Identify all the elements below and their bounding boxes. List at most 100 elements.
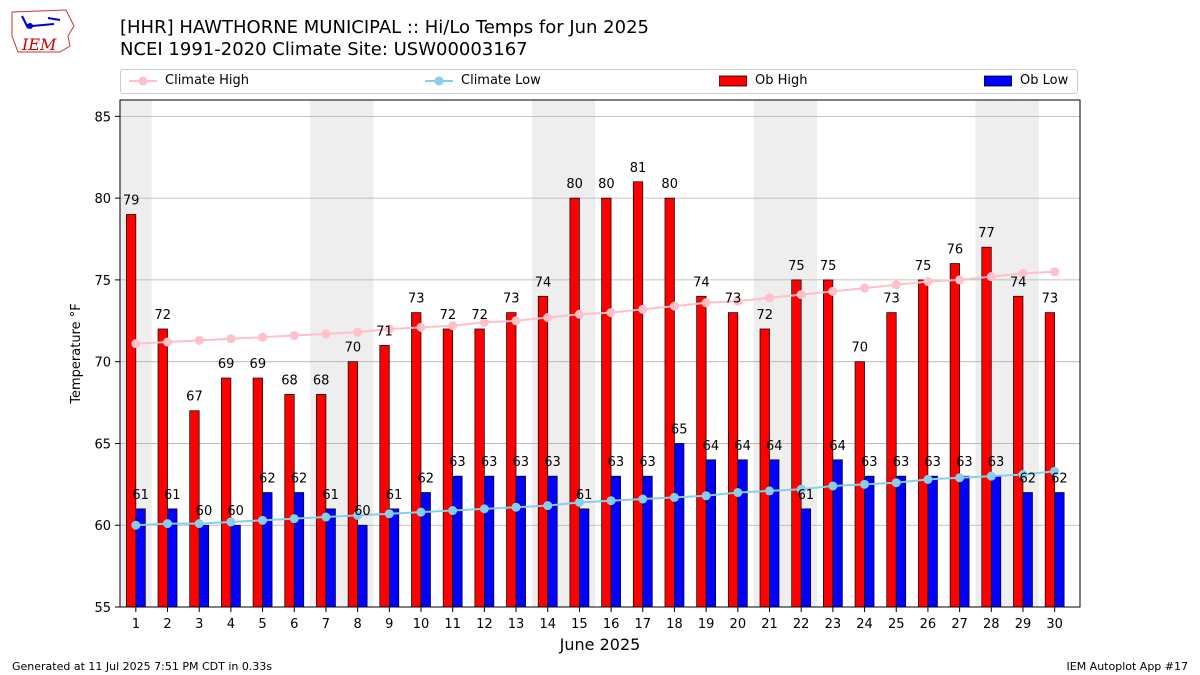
ob-high-bar [221, 377, 232, 608]
ob-high-bar [601, 197, 612, 608]
y-tick-label: 55 [94, 601, 111, 616]
ob-high-label: 73 [1042, 292, 1059, 307]
ob-low-label: 62 [1019, 472, 1036, 487]
ob-high-label: 80 [661, 177, 678, 192]
climate-low-point [1018, 470, 1028, 480]
ob-low-label: 60 [196, 504, 213, 519]
ob-high-label: 72 [154, 308, 171, 323]
y-tick-label: 60 [94, 519, 111, 534]
ob-low-bar [927, 475, 938, 608]
ob-high-label: 72 [471, 308, 488, 323]
climate-high-point [258, 332, 268, 342]
x-tick-label: 6 [290, 617, 298, 632]
climate-high-point [986, 272, 996, 282]
x-tick-label: 27 [951, 617, 968, 632]
x-tick-label: 10 [413, 617, 430, 632]
footer-generated: Generated at 11 Jul 2025 7:51 PM CDT in … [12, 660, 273, 673]
climate-low-point [574, 497, 584, 507]
climate-low-point [1050, 466, 1060, 476]
ob-low-bar [769, 459, 780, 608]
ob-high-label: 72 [440, 308, 457, 323]
climate-high-point [733, 296, 743, 306]
climate-high-point [574, 309, 584, 319]
x-tick-label: 9 [385, 617, 393, 632]
climate-low-line [135, 470, 1055, 527]
ob-low-label: 64 [829, 439, 846, 454]
ob-high-label: 70 [345, 341, 362, 356]
climate-high-point [765, 293, 775, 303]
ob-high-label: 73 [503, 292, 520, 307]
x-tick-label: 8 [353, 617, 361, 632]
climate-low-point [289, 514, 299, 524]
plot-frame [119, 99, 1081, 608]
ob-low-label: 63 [924, 455, 941, 470]
legend-climate-high-label: Climate High [165, 73, 250, 88]
y-tick-label: 65 [94, 437, 111, 452]
ob-low-label: 62 [291, 472, 308, 487]
ob-low-label: 61 [322, 488, 339, 503]
climate-high-point [416, 322, 426, 332]
x-tick-label: 30 [1046, 617, 1063, 632]
ob-high-label: 72 [756, 308, 773, 323]
x-axis-label: June 2025 [559, 635, 641, 654]
ob-low-label: 64 [703, 439, 720, 454]
climate-low-point [194, 519, 204, 529]
x-tick-label: 29 [1015, 617, 1032, 632]
legend-climate-low-marker [425, 76, 453, 85]
ob-low-bar [357, 524, 368, 608]
ob-low-label: 63 [544, 455, 561, 470]
ob-low-bar [388, 508, 400, 608]
ob-low-label: 63 [608, 455, 625, 470]
climate-low-point [701, 491, 711, 501]
climate-low-point [733, 488, 743, 498]
legend-ob-low-marker [984, 75, 1012, 86]
ob-low-bar [674, 443, 685, 608]
ob-high-label: 69 [218, 357, 235, 372]
climate-high-point [828, 286, 838, 296]
ob-high-label: 68 [281, 373, 298, 388]
ob-high-bar [125, 214, 137, 608]
climate-low-point [511, 502, 521, 512]
ob-low-label: 61 [576, 488, 593, 503]
ob-high-bar [411, 312, 422, 608]
ob-high-bar [791, 279, 802, 608]
ob-high-bar [284, 394, 295, 608]
climate-low-point [923, 474, 933, 484]
ob-high-label: 73 [725, 292, 742, 307]
ob-low-bar [515, 475, 526, 608]
climate-high-point [1018, 268, 1028, 278]
ob-low-bar [262, 492, 273, 608]
climate-high-point [479, 317, 489, 327]
ob-low-label: 60 [354, 504, 371, 519]
x-tick-label: 12 [476, 617, 493, 632]
climate-low-point [796, 484, 806, 494]
ob-high-label: 74 [693, 275, 710, 290]
climate-high-point [923, 277, 933, 287]
ob-low-label: 63 [861, 455, 878, 470]
climate-high-point [511, 316, 521, 326]
ob-low-bar [610, 475, 621, 608]
ob-low-label: 62 [259, 472, 276, 487]
climate-high-point [289, 331, 299, 341]
ob-low-bar [959, 475, 970, 608]
x-tick-label: 18 [666, 617, 683, 632]
y-tick-label: 80 [94, 192, 111, 207]
ob-high-bar [347, 361, 358, 608]
legend-ob-high-label: Ob High [755, 73, 808, 88]
ob-low-label: 63 [481, 455, 498, 470]
climate-high-point [448, 321, 458, 331]
climate-low-point [416, 507, 426, 517]
x-tick-label: 16 [603, 617, 620, 632]
climate-low-point [955, 473, 965, 483]
climate-low-point [448, 506, 458, 516]
climate-low-point [669, 492, 679, 502]
ob-low-label: 63 [513, 455, 530, 470]
climate-high-point [796, 290, 806, 300]
x-tick-label: 13 [508, 617, 525, 632]
climate-high-line [135, 270, 1055, 345]
climate-low-point [891, 478, 901, 488]
ob-high-label: 80 [598, 177, 615, 192]
ob-high-label: 81 [630, 161, 647, 176]
iem-logo: IEM [8, 6, 80, 58]
